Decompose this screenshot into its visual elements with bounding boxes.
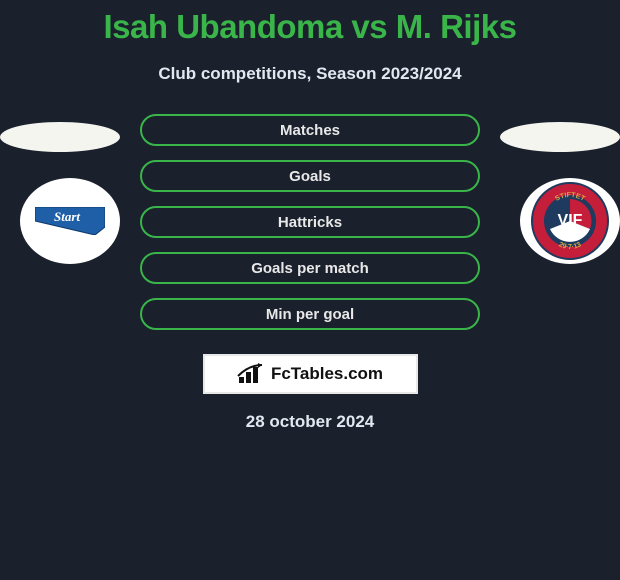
stat-label: Hattricks	[278, 214, 342, 231]
stat-pill-gpm: Goals per match	[140, 252, 480, 284]
date-text: 28 october 2024	[246, 412, 375, 432]
page-title: Isah Ubandoma vs M. Rijks	[104, 8, 517, 46]
team-badge-left: Start	[20, 178, 120, 264]
stat-label: Goals per match	[251, 260, 369, 277]
subtitle: Club competitions, Season 2023/2024	[158, 64, 461, 84]
bar-chart-icon	[237, 363, 267, 385]
vif-letters: VIF	[558, 212, 583, 229]
stat-label: Min per goal	[266, 306, 354, 323]
brand-text: FcTables.com	[271, 364, 383, 384]
country-flag-left	[0, 122, 120, 152]
stat-pill-hattricks: Hattricks	[140, 206, 480, 238]
start-club-icon: Start	[35, 207, 105, 235]
stat-pill-mpg: Min per goal	[140, 298, 480, 330]
team-badge-right: VIF STIFTET 29·7·13	[520, 178, 620, 264]
country-flag-right	[500, 122, 620, 152]
vif-club-icon: VIF STIFTET 29·7·13	[530, 181, 610, 261]
stat-pill-goals: Goals	[140, 160, 480, 192]
stat-pill-matches: Matches	[140, 114, 480, 146]
brand-box[interactable]: FcTables.com	[203, 354, 418, 394]
stat-label: Matches	[280, 122, 340, 139]
stat-label: Goals	[289, 168, 331, 185]
start-label: Start	[54, 209, 80, 224]
